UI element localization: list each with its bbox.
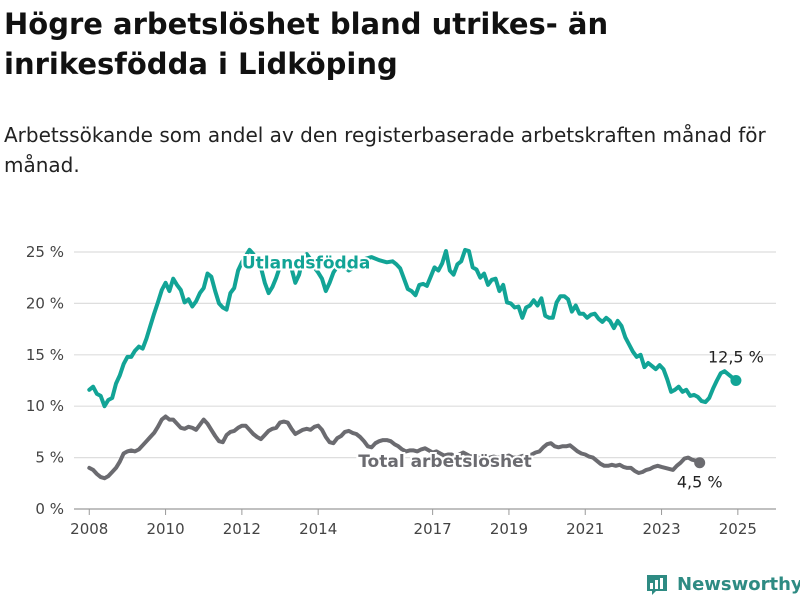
series-end-value-label: 12,5 % [708,348,764,367]
chart-subtitle: Arbetssökande som andel av den registerb… [4,123,766,177]
y-tick-label: 25 % [26,243,64,261]
y-tick-label: 5 % [35,449,64,467]
x-tick-label: 2012 [223,520,261,538]
x-tick-label: 2025 [719,520,757,538]
brand-logo: Newsworthy [645,570,800,598]
series-end-dot [730,375,742,386]
x-tick-label: 2023 [642,520,680,538]
y-tick-label: 15 % [26,346,64,364]
series-name-label: Utlandsfödda [242,253,371,273]
series-labels: Utlandsfödda 12,5 % Total arbetslöshet 4,5 … [240,251,764,492]
series-end-value-label: 4,5 % [677,473,723,492]
y-axis-ticks: 0 % 5 % 10 % 15 % 20 % 25 % [26,243,64,518]
x-tick-label: 2010 [146,520,184,538]
x-tick-label: 2014 [299,520,337,538]
series-end-dot [694,457,706,469]
y-tick-label: 0 % [35,500,64,518]
series-line [87,414,702,481]
page-title: Högre arbetslöshet bland utrikes- än inr… [4,7,609,81]
brand-name: Newsworthy [677,573,800,595]
x-axis-ticks: 2008 2010 2012 2014 2017 2019 2021 2023 2025 [70,509,757,538]
series-line [87,247,738,409]
series-name-label: Total arbetslöshet [358,452,532,472]
y-tick-label: 10 % [26,397,64,415]
x-tick-label: 2019 [490,520,528,538]
series-lines [87,247,742,481]
x-tick-label: 2008 [70,520,108,538]
x-tick-label: 2017 [414,520,452,538]
x-tick-label: 2021 [566,520,604,538]
bar-chart-logo-icon [647,575,667,595]
y-tick-label: 20 % [26,294,64,312]
